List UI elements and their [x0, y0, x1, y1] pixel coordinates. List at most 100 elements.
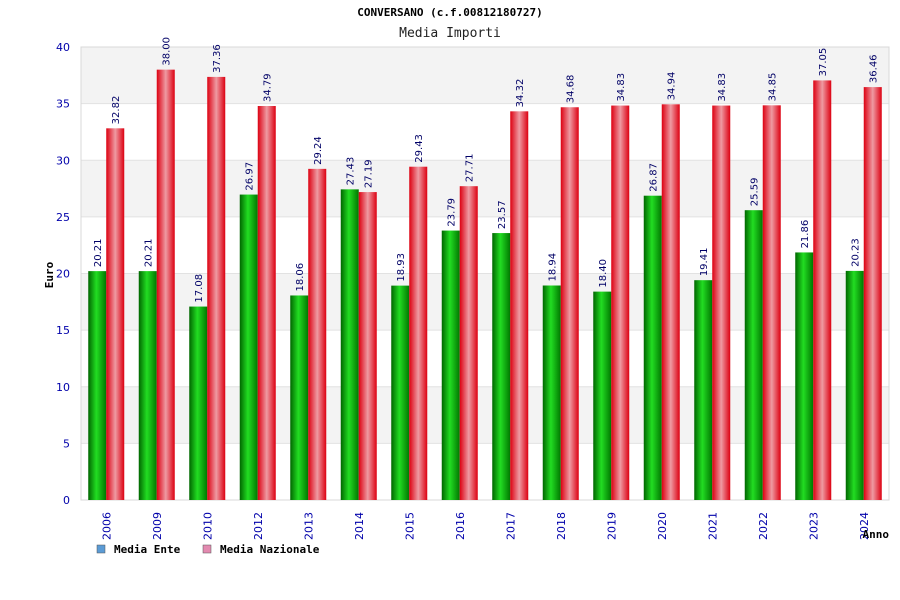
y-tick-label: 0	[63, 494, 70, 507]
data-label: 23.57	[497, 200, 508, 229]
bar-media-nazionale	[257, 106, 276, 501]
data-label: 26.87	[649, 163, 660, 192]
data-label: 18.93	[396, 253, 407, 282]
x-tick-label: 2018	[555, 512, 568, 540]
x-tick-label: 2022	[757, 512, 770, 540]
bar-media-ente	[795, 252, 814, 500]
data-label: 34.94	[667, 72, 678, 101]
data-label: 34.79	[263, 73, 274, 102]
data-label: 32.82	[111, 96, 122, 125]
bar-media-ente	[391, 285, 410, 500]
data-label: 34.83	[616, 73, 627, 102]
x-tick-label: 2010	[201, 512, 214, 540]
bar-media-nazionale	[560, 107, 579, 501]
data-label: 23.79	[447, 198, 458, 227]
bar-media-nazionale	[308, 168, 327, 500]
data-label: 26.97	[245, 162, 256, 191]
bar-media-ente	[492, 233, 511, 500]
y-tick-label: 35	[56, 98, 70, 111]
bar-media-nazionale	[762, 105, 781, 500]
bar-media-nazionale	[813, 80, 832, 500]
data-label: 34.83	[717, 73, 728, 102]
x-tick-label: 2023	[807, 512, 820, 540]
bar-media-nazionale	[611, 105, 630, 501]
data-label: 18.40	[598, 259, 609, 288]
bar-media-ente	[593, 291, 612, 500]
data-label: 34.32	[515, 79, 526, 108]
data-label: 37.36	[212, 44, 223, 73]
data-label: 17.08	[194, 274, 205, 303]
legend: Media Ente Media Nazionale	[96, 543, 320, 556]
bar-media-ente	[189, 306, 208, 500]
bar-media-ente	[340, 189, 359, 500]
data-label: 18.94	[548, 253, 559, 282]
data-label: 20.21	[93, 238, 104, 267]
x-tick-label: 2012	[252, 512, 265, 540]
data-label: 27.19	[364, 159, 375, 188]
data-label: 21.86	[800, 220, 811, 249]
bars	[88, 69, 882, 501]
data-label: 34.68	[566, 75, 577, 104]
y-tick-label: 40	[56, 41, 70, 54]
plot-border	[80, 46, 890, 501]
x-tick-label: 2021	[706, 512, 719, 540]
data-label: 27.43	[346, 157, 357, 186]
bar-media-ente	[88, 271, 107, 500]
bar-media-ente	[290, 295, 309, 500]
y-tick-label: 30	[56, 154, 70, 167]
x-tick-label: 2016	[454, 512, 467, 540]
data-label: 34.85	[768, 73, 779, 102]
legend-label: Media Nazionale	[220, 543, 320, 556]
legend-label: Media Ente	[114, 543, 181, 556]
bar-media-nazionale	[863, 87, 882, 500]
bar-media-ente	[744, 210, 763, 501]
bar-media-nazionale	[358, 192, 377, 501]
bar-media-ente	[441, 230, 460, 500]
y-tick-label: 15	[56, 324, 70, 337]
bar-media-ente	[239, 194, 258, 500]
x-tick-label: 2017	[504, 512, 517, 540]
x-tick-label: 2014	[353, 512, 366, 540]
data-label: 18.06	[295, 263, 306, 292]
y-tick-label: 25	[56, 211, 70, 224]
y-tick-label: 5	[63, 437, 70, 450]
bar-media-ente	[845, 270, 864, 500]
data-labels: 20.21 32.82 20.21 38.00 17.08 37.36 26.97 34.79…	[93, 37, 880, 303]
x-axis-label: Anno	[863, 528, 890, 541]
data-label: 36.46	[869, 54, 880, 83]
data-label: 20.21	[144, 238, 155, 267]
x-tick-label: 2009	[151, 512, 164, 540]
x-tick-label: 2006	[100, 512, 113, 540]
y-axis-label: Euro	[43, 261, 56, 288]
x-tick-label: 2024	[858, 512, 871, 540]
data-label: 20.23	[851, 238, 862, 267]
chart-title: CONVERSANO (c.f.00812180727)	[357, 6, 542, 19]
bar-media-nazionale	[459, 186, 478, 500]
data-label: 25.59	[750, 178, 761, 207]
bar-media-nazionale	[207, 76, 226, 500]
y-axis-ticks: 0 5 10 15 20 25 30 35 40	[56, 41, 70, 507]
legend-swatch	[96, 544, 106, 554]
bar-media-ente	[138, 271, 157, 500]
data-label: 29.43	[414, 134, 425, 163]
bar-media-nazionale	[510, 111, 529, 501]
x-tick-label: 2013	[302, 512, 315, 540]
data-label: 19.41	[699, 248, 710, 277]
chart-subtitle: Media Importi	[399, 26, 501, 41]
x-tick-label: 2019	[605, 512, 618, 540]
x-tick-label: 2015	[403, 512, 416, 540]
bar-media-nazionale	[409, 166, 428, 500]
bar-media-ente	[643, 195, 662, 500]
data-label: 37.05	[818, 48, 829, 77]
x-axis-ticks: 2006 2009 2010 2012 2013 2014 2015 2016 2017 2018…	[100, 512, 871, 540]
legend-swatch	[202, 544, 212, 554]
bar-media-nazionale	[661, 104, 680, 500]
bar-media-ente	[694, 280, 713, 500]
data-label: 29.24	[313, 136, 324, 165]
data-label: 27.71	[465, 154, 476, 183]
bar-media-ente	[542, 285, 561, 500]
x-tick-label: 2020	[656, 512, 669, 540]
bar-media-nazionale	[712, 105, 731, 501]
y-tick-label: 20	[56, 268, 70, 281]
